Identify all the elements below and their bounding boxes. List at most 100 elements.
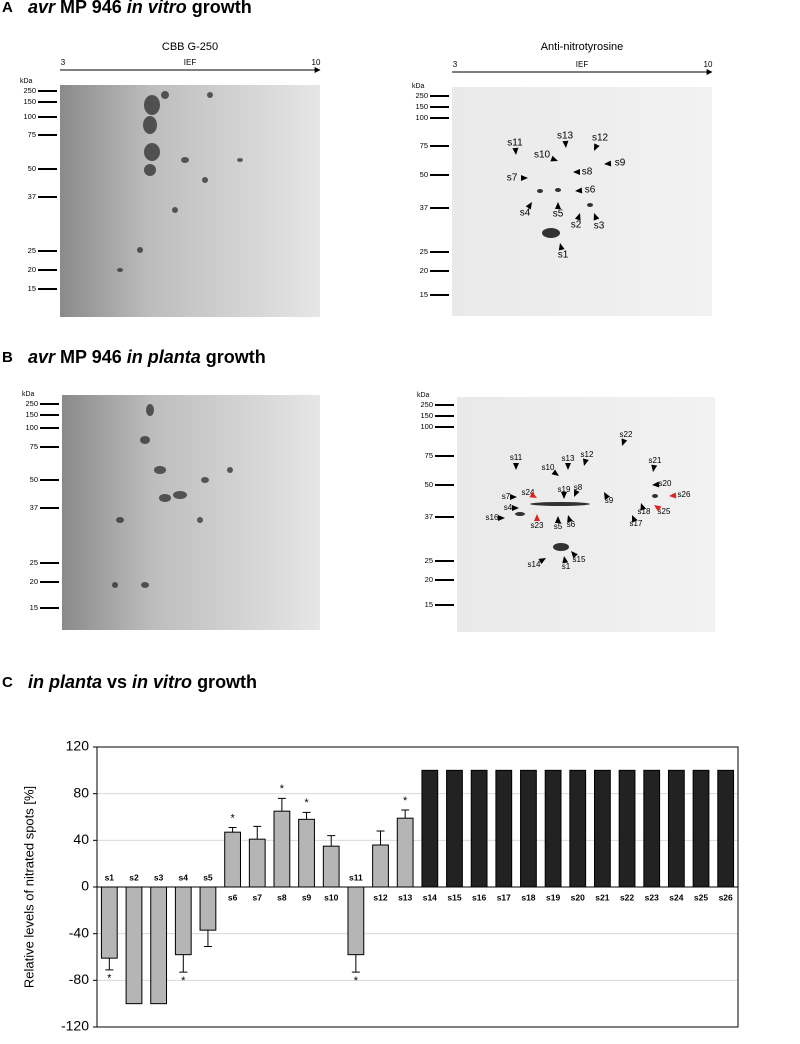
- y-tick-label: 80: [73, 784, 89, 800]
- marker-label: 75: [425, 451, 433, 460]
- spot-label: s1: [558, 250, 569, 261]
- gel-caption: CBB G-250: [162, 41, 218, 53]
- bar: [347, 886, 365, 956]
- significance: *: [354, 975, 359, 987]
- marker-label: 25: [420, 247, 428, 256]
- spot-arrow: [594, 143, 600, 151]
- error-bar: [351, 954, 360, 973]
- spot-label: s18: [638, 507, 651, 516]
- panel-letter: A: [2, 0, 13, 16]
- marker-label: 250: [415, 91, 428, 100]
- ief-start: 3: [453, 60, 458, 69]
- x-tick-label: s21: [595, 892, 609, 902]
- x-tick-label: s2: [129, 872, 139, 882]
- spot-arrow: [529, 491, 537, 498]
- spot-arrow: [565, 463, 571, 470]
- gel-spot: [144, 143, 160, 161]
- spot-label: s23: [531, 521, 544, 530]
- spot-label: s9: [615, 158, 626, 169]
- spot-label: s7: [507, 173, 518, 184]
- x-tick-label: s6: [228, 892, 238, 902]
- spot-label: s21: [649, 456, 662, 465]
- spot-arrow: [562, 140, 569, 148]
- gel-spot: [146, 404, 154, 416]
- marker-label: 150: [25, 410, 38, 419]
- x-tick-label: s12: [373, 892, 387, 902]
- spot-label: s8: [582, 167, 593, 178]
- error-bar: [401, 809, 410, 819]
- spot-label: s10: [542, 463, 555, 472]
- gel-spot: [553, 543, 569, 551]
- spot-label: s5: [554, 522, 563, 531]
- ief-end: 10: [312, 58, 321, 67]
- error-bar: [327, 835, 336, 847]
- x-tick-label: s25: [694, 892, 708, 902]
- marker-label: 25: [30, 558, 38, 567]
- gel-spot: [144, 164, 156, 176]
- bar: [174, 886, 192, 956]
- panel-title: avr MP 946 in vitro growth: [28, 0, 252, 17]
- x-tick-label: s1: [105, 872, 115, 882]
- marker-label: 100: [23, 112, 36, 121]
- gel-spot: [515, 512, 525, 516]
- error-bar: [376, 830, 385, 845]
- bar: [248, 838, 266, 888]
- spot-arrow: [534, 514, 540, 521]
- spot-arrow: [538, 558, 546, 565]
- y-tick-label: -120: [61, 1018, 89, 1034]
- spot-arrow: [604, 492, 611, 500]
- spot-arrow: [632, 515, 638, 523]
- spot-arrow: [555, 516, 561, 523]
- gel-spot: [116, 517, 124, 523]
- marker-label: 25: [425, 556, 433, 565]
- marker-label: 50: [28, 164, 36, 173]
- x-tick-label: s5: [203, 872, 213, 882]
- spot-label: s25: [658, 507, 671, 516]
- x-tick-label: s16: [472, 892, 486, 902]
- gel-spot: [154, 466, 166, 474]
- spot-label: s13: [562, 454, 575, 463]
- plot-frame: [96, 746, 739, 1028]
- x-tick-label: s24: [669, 892, 683, 902]
- bar: [150, 886, 168, 1005]
- gel-spot: [555, 188, 561, 192]
- spot-label: s6: [567, 520, 576, 529]
- error-bar: [228, 827, 237, 833]
- title-part: growth: [192, 672, 257, 692]
- gel-caption: Anti-nitrotyrosine: [541, 41, 624, 53]
- marker-label: 150: [420, 411, 433, 420]
- error-bar: [253, 825, 262, 840]
- spot-arrow: [582, 458, 589, 466]
- panel-title: avr MP 946 in planta growth: [28, 347, 266, 367]
- panel-letter: C: [2, 674, 13, 691]
- marker-label: 75: [30, 442, 38, 451]
- ief-end: 10: [704, 60, 713, 69]
- gel-image: [60, 85, 320, 317]
- significance: *: [280, 783, 285, 795]
- error-bar: [277, 797, 286, 812]
- spot-arrow: [654, 505, 662, 512]
- marker-label: 20: [420, 266, 428, 275]
- gel-spot: [542, 228, 560, 238]
- x-tick-label: s3: [154, 872, 164, 882]
- error-bar: [105, 958, 114, 971]
- error-bar: [302, 811, 311, 820]
- significance: *: [304, 797, 309, 809]
- x-tick-label: s9: [302, 892, 312, 902]
- spot-arrow: [571, 551, 578, 559]
- y-tick-label: 0: [81, 878, 89, 894]
- bar: [643, 769, 661, 888]
- gel-spot: [587, 203, 593, 207]
- gel-image: [457, 397, 715, 632]
- ief-label: IEF: [184, 58, 197, 67]
- bar: [224, 831, 241, 888]
- marker-label: 150: [415, 102, 428, 111]
- spot-label: s4: [504, 503, 513, 512]
- spot-label: s24: [522, 488, 535, 497]
- x-tick-label: s11: [349, 872, 363, 882]
- gel-image: [62, 395, 320, 630]
- x-tick-label: s19: [546, 892, 560, 902]
- x-tick-label: s20: [571, 892, 585, 902]
- y-tick-label: -40: [69, 924, 89, 940]
